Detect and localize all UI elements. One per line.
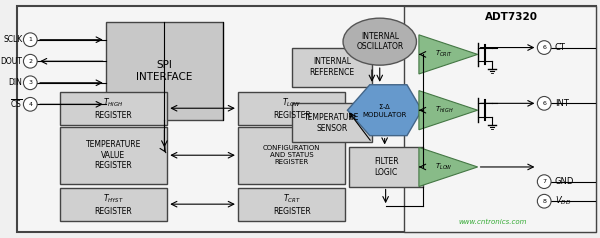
- Bar: [238, 127, 346, 183]
- Text: $\Sigma$-$\Delta$
MODULATOR: $\Sigma$-$\Delta$ MODULATOR: [362, 102, 407, 118]
- Text: $T_{HIGH}$
REGISTER: $T_{HIGH}$ REGISTER: [95, 97, 133, 120]
- Text: TEMPERATURE
SENSOR: TEMPERATURE SENSOR: [304, 113, 359, 133]
- Circle shape: [538, 41, 551, 55]
- Text: 1: 1: [28, 37, 32, 42]
- Circle shape: [538, 175, 551, 188]
- Text: $T_{CRT}$
REGISTER: $T_{CRT}$ REGISTER: [273, 193, 311, 216]
- Text: 7: 7: [542, 179, 546, 184]
- Circle shape: [538, 96, 551, 110]
- Bar: [349, 147, 423, 187]
- Bar: [59, 127, 167, 183]
- Text: ADT7320: ADT7320: [485, 12, 538, 22]
- Text: SPI
INTERFACE: SPI INTERFACE: [136, 60, 193, 82]
- Text: DIN: DIN: [8, 78, 22, 87]
- Circle shape: [23, 76, 37, 90]
- Text: 6: 6: [542, 101, 546, 106]
- Text: GND: GND: [555, 177, 574, 186]
- Polygon shape: [347, 85, 422, 136]
- Text: www.cntronics.com: www.cntronics.com: [458, 219, 527, 225]
- Bar: [106, 22, 223, 120]
- Text: 8: 8: [542, 199, 546, 204]
- Text: 6: 6: [542, 45, 546, 50]
- Text: CT: CT: [555, 43, 566, 52]
- Bar: [238, 92, 346, 125]
- Text: $T_{LOW}$: $T_{LOW}$: [435, 162, 453, 172]
- Text: FILTER
LOGIC: FILTER LOGIC: [374, 157, 398, 177]
- Polygon shape: [419, 35, 478, 74]
- Text: $T_{HYST}$
REGISTER: $T_{HYST}$ REGISTER: [95, 193, 133, 216]
- Bar: [292, 48, 372, 87]
- Bar: [404, 6, 596, 232]
- Text: $T_{HIGH}$: $T_{HIGH}$: [434, 105, 453, 115]
- Circle shape: [23, 55, 37, 68]
- Bar: [59, 92, 167, 125]
- Text: $T_{CRIT}$: $T_{CRIT}$: [435, 49, 453, 60]
- Text: 4: 4: [28, 102, 32, 107]
- Text: TEMPERATURE
VALUE
REGISTER: TEMPERATURE VALUE REGISTER: [86, 140, 141, 170]
- Circle shape: [23, 33, 37, 47]
- Text: $V_{DD}$: $V_{DD}$: [555, 195, 571, 208]
- Text: CONFIGURATION
AND STATUS
REGISTER: CONFIGURATION AND STATUS REGISTER: [263, 145, 320, 165]
- Polygon shape: [419, 91, 478, 130]
- Bar: [59, 188, 167, 221]
- Polygon shape: [419, 147, 478, 187]
- Text: 3: 3: [28, 80, 32, 85]
- Text: DOUT: DOUT: [1, 57, 22, 66]
- Text: INTERNAL
OSCILLATOR: INTERNAL OSCILLATOR: [356, 32, 403, 51]
- Text: INT: INT: [555, 99, 569, 108]
- Text: $\overline{\mathrm{CS}}$: $\overline{\mathrm{CS}}$: [10, 98, 22, 110]
- Bar: [292, 103, 372, 143]
- Text: 2: 2: [28, 59, 32, 64]
- Circle shape: [23, 98, 37, 111]
- Text: INTERNAL
REFERENCE: INTERNAL REFERENCE: [309, 57, 355, 77]
- Circle shape: [538, 194, 551, 208]
- Ellipse shape: [343, 18, 416, 65]
- Text: $T_{LOW}$
REGISTER: $T_{LOW}$ REGISTER: [273, 97, 311, 120]
- Bar: [238, 188, 346, 221]
- Text: SCLK: SCLK: [3, 35, 22, 44]
